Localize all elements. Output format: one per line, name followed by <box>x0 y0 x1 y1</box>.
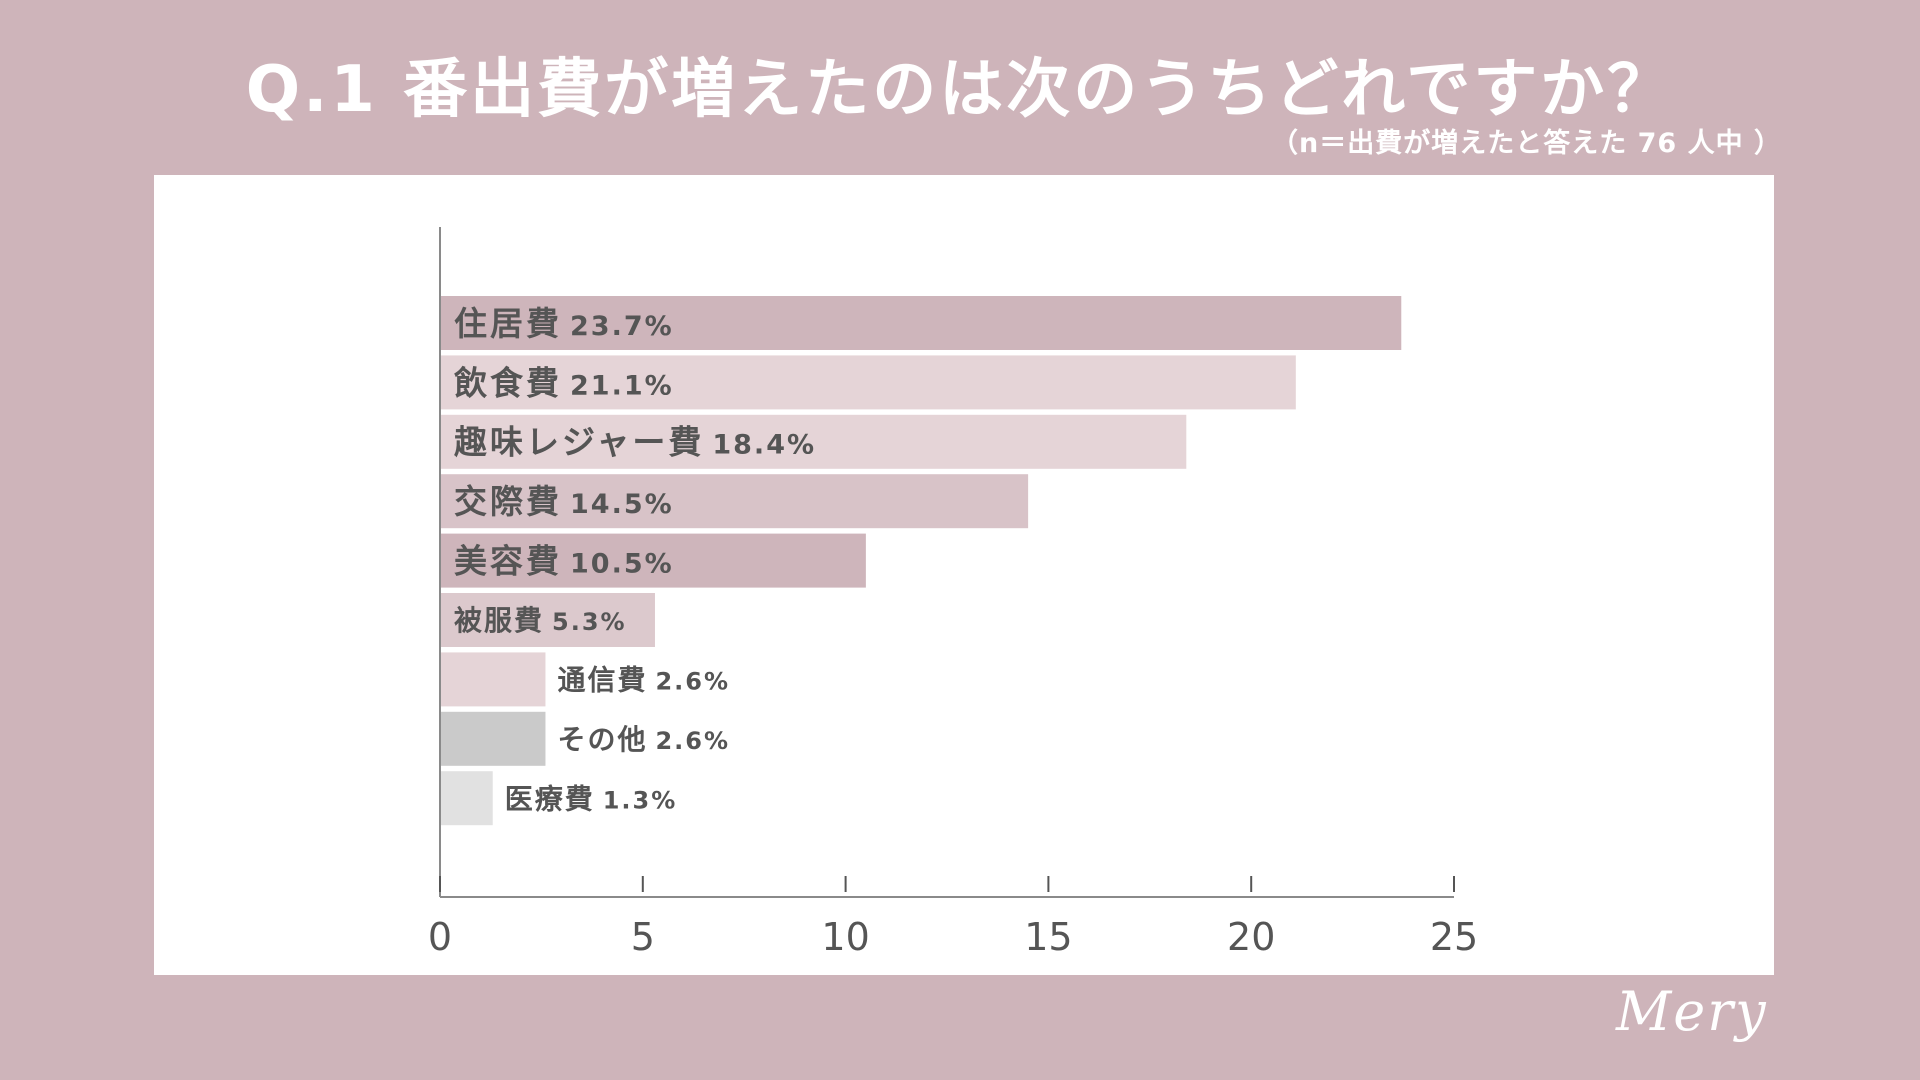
x-tick-label-20: 20 <box>1227 915 1275 959</box>
bar-value-4: 14.5% <box>570 489 674 520</box>
bar-label-4: 交際費 14.5% <box>454 482 674 521</box>
x-tick-label-10: 10 <box>821 915 869 959</box>
bar-8 <box>440 711 546 766</box>
bar-7 <box>440 652 546 707</box>
bar-label-2: 飲食費 21.1% <box>454 363 674 402</box>
bar-category-2: 飲食費 <box>454 363 562 402</box>
bar-3 <box>440 414 1187 469</box>
x-tick-label-5: 5 <box>631 915 655 959</box>
bar-value-8: 2.6% <box>655 727 730 755</box>
bar-value-5: 10.5% <box>570 548 674 579</box>
x-axis-ticks-group: 0 5 10 15 20 25 <box>428 876 1478 959</box>
bar-9 <box>440 771 493 826</box>
x-tick-label-25: 25 <box>1430 915 1478 959</box>
x-tick-label-0: 0 <box>428 915 452 959</box>
bar-value-9: 1.3% <box>603 786 678 814</box>
bar-category-3: 趣味レジャー費 <box>454 423 704 462</box>
bar-label-1: 住居費 23.7% <box>454 304 674 343</box>
bar-category-8: その他 <box>557 723 647 756</box>
bar-category-6: 被服費 <box>454 604 544 637</box>
chart-subtitle: （n＝出費が増えたと答えた 76 人中 ） <box>1271 128 1782 159</box>
bar-label-6: 被服費 5.3% <box>454 604 627 637</box>
bar-chart: 住居費 23.7% 飲食費 21.1% 趣味レジャー費 18.4% 交際費 14.5% 美容費 1… <box>428 227 1478 959</box>
bar-label-3: 趣味レジャー費 18.4% <box>454 423 816 462</box>
bar-category-4: 交際費 <box>454 482 562 521</box>
bar-value-2: 21.1% <box>570 370 674 401</box>
bar-category-1: 住居費 <box>454 304 562 343</box>
bar-category-9: 医療費 <box>505 782 595 815</box>
bar-category-5: 美容費 <box>454 541 562 580</box>
bar-value-6: 5.3% <box>552 608 627 636</box>
mery-logo-text: Mery <box>1615 980 1768 1043</box>
bars-group <box>440 296 1402 826</box>
bar-label-7: 通信費 2.6% <box>557 663 730 696</box>
bar-1 <box>440 296 1402 350</box>
bar-category-7: 通信費 <box>557 663 647 696</box>
bar-label-9: 医療費 1.3% <box>505 782 678 815</box>
bar-6 <box>440 593 655 647</box>
bar-value-7: 2.6% <box>655 667 730 695</box>
bar-value-1: 23.7% <box>570 311 674 342</box>
bar-label-8: その他 2.6% <box>557 723 730 756</box>
chart-card: 住居費 23.7% 飲食費 21.1% 趣味レジャー費 18.4% 交際費 14.5% 美容費 1… <box>154 175 1774 975</box>
chart-title: Q.1 番出費が増えたのは次のうちどれですか？ <box>245 53 1675 127</box>
bar-5 <box>440 533 866 588</box>
bar-label-5: 美容費 10.5% <box>454 541 674 580</box>
mery-logo: Mery <box>1615 980 1768 1043</box>
bar-4 <box>440 474 1029 529</box>
x-tick-label-15: 15 <box>1024 915 1072 959</box>
bar-value-3: 18.4% <box>712 430 816 461</box>
bar-labels-group: 住居費 23.7% 飲食費 21.1% 趣味レジャー費 18.4% 交際費 14.5% 美容費 1… <box>454 304 816 815</box>
bar-2 <box>440 355 1296 410</box>
